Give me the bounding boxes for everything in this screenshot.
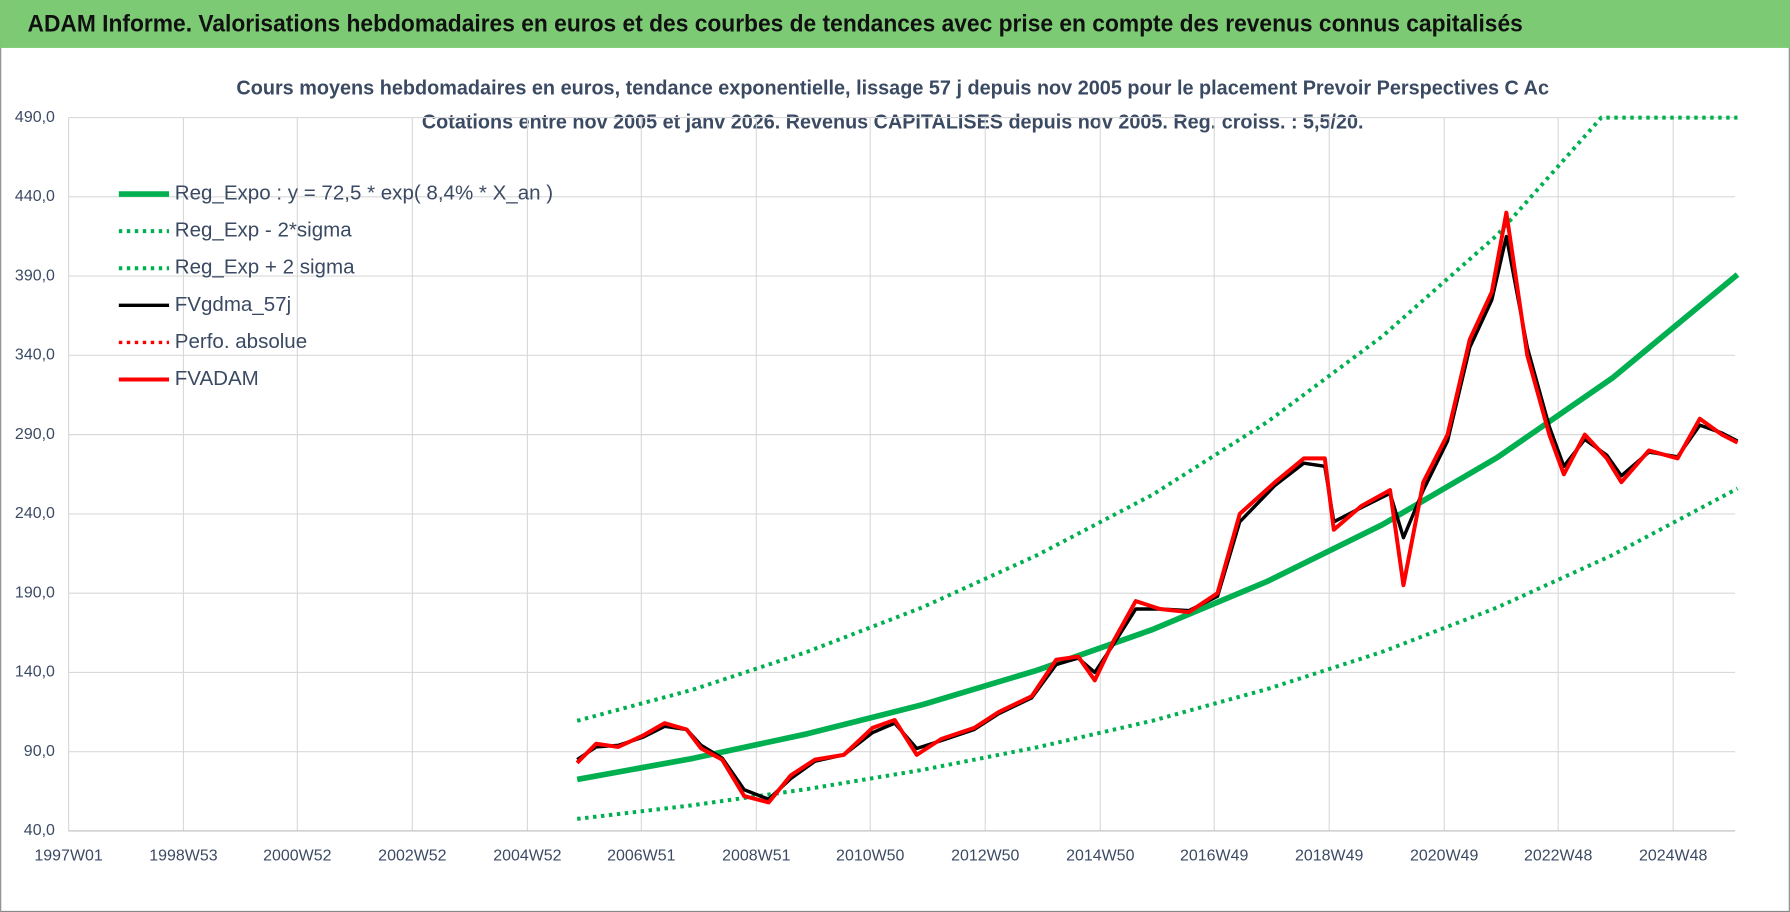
y-tick-label: 340,0 xyxy=(15,347,55,364)
chart-subtitle: Cotations entre nov 2005 et janv 2026. R… xyxy=(422,111,1364,134)
x-tick-label: 2004W52 xyxy=(493,847,561,864)
y-tick-label: 490,0 xyxy=(15,109,55,126)
series-line xyxy=(575,210,1739,805)
legend-label: Reg_Exp - 2*sigma xyxy=(175,219,352,242)
legend-label: Reg_Expo : y = 72,5 * exp( 8,4% * X_an ) xyxy=(175,181,553,204)
x-tick-label: 2014W50 xyxy=(1066,847,1134,864)
header-title: ADAM Informe. Valorisations hebdomadaire… xyxy=(28,10,1523,37)
x-tick-label: 2016W49 xyxy=(1180,847,1248,864)
legend-label: Perfo. absolue xyxy=(175,330,307,353)
x-tick-label: 2008W51 xyxy=(722,847,790,864)
y-tick-label: 440,0 xyxy=(15,188,55,205)
chart-title: Cours moyens hebdomadaires en euros, ten… xyxy=(236,76,1549,99)
series-line xyxy=(576,115,1738,723)
x-tick-label: 1998W53 xyxy=(149,847,217,864)
y-tick-label: 190,0 xyxy=(15,584,55,601)
x-tick-label: 2012W50 xyxy=(951,847,1019,864)
x-tick-label: 2002W52 xyxy=(378,847,446,864)
x-tick-label: 2000W52 xyxy=(263,847,331,864)
y-tick-label: 390,0 xyxy=(15,267,55,284)
series-line xyxy=(576,272,1740,783)
legend-label: Reg_Exp + 2 sigma xyxy=(175,256,355,279)
x-tick-label: 2018W49 xyxy=(1295,847,1363,864)
y-tick-label: 90,0 xyxy=(24,743,55,760)
x-tick-label: 2024W48 xyxy=(1639,847,1707,864)
y-tick-label: 40,0 xyxy=(24,822,55,839)
x-tick-label: 2020W49 xyxy=(1410,847,1478,864)
legend-label: FVADAM xyxy=(175,367,259,390)
y-tick-label: 240,0 xyxy=(15,505,55,522)
x-tick-label: 2006W51 xyxy=(607,847,675,864)
y-tick-label: 290,0 xyxy=(15,426,55,443)
legend-label: FVgdma_57j xyxy=(175,293,291,316)
series-line xyxy=(576,486,1739,821)
header-bar xyxy=(0,0,1790,48)
x-tick-label: 2010W50 xyxy=(836,847,904,864)
y-tick-label: 140,0 xyxy=(15,664,55,681)
x-tick-label: 2022W48 xyxy=(1524,847,1592,864)
x-tick-label: 1997W01 xyxy=(34,847,102,864)
